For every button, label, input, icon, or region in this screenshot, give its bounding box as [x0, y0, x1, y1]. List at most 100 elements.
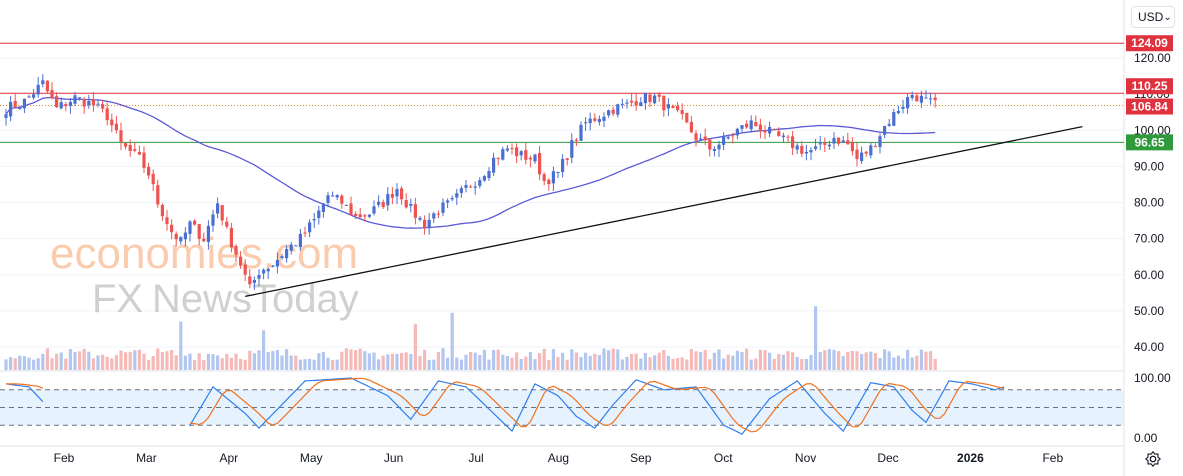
- candle-body: [740, 125, 744, 129]
- candle-body: [432, 213, 436, 219]
- volume-bar: [137, 349, 141, 370]
- volume-bar: [699, 352, 703, 370]
- candle-body: [193, 220, 197, 225]
- volume-bar: [878, 357, 882, 370]
- volume-bar: [607, 350, 611, 370]
- volume-bar: [266, 352, 270, 370]
- candle-body: [878, 136, 882, 148]
- stochastic-tick-label: 0.00: [1134, 431, 1158, 445]
- volume-bar: [381, 355, 385, 370]
- volume-bar: [588, 355, 592, 370]
- volume-bar: [142, 353, 146, 370]
- candle-body: [676, 105, 680, 111]
- volume-bar: [648, 357, 652, 370]
- volume-bar: [887, 351, 891, 370]
- volume-bar: [915, 355, 919, 370]
- volume-bar: [390, 353, 394, 370]
- candle-body: [864, 151, 868, 154]
- candle-body: [400, 188, 404, 200]
- time-axis[interactable]: Feb Mar Apr May Jun Jul Aug Sep Oct Nov Dec 2026 Feb: [54, 451, 1064, 465]
- candle-body: [96, 103, 100, 105]
- candle-body: [524, 150, 528, 160]
- volume-bar: [188, 353, 192, 370]
- candle-body: [933, 97, 937, 101]
- candle-body: [441, 202, 445, 213]
- candle-body: [243, 264, 247, 275]
- volume-bar: [510, 357, 514, 370]
- candle-body: [114, 123, 118, 131]
- volume-bar: [280, 355, 284, 370]
- candle-body: [588, 118, 592, 124]
- candle-body: [73, 95, 77, 104]
- ascending-trendline[interactable]: [245, 126, 1083, 298]
- candle-body: [349, 203, 353, 216]
- candle-body: [616, 104, 620, 115]
- candle-body: [611, 109, 615, 114]
- candle-body: [722, 136, 726, 145]
- moving-average: [5, 96, 936, 229]
- volume-bar: [846, 351, 850, 370]
- volume-bar: [257, 350, 261, 370]
- candle-body: [248, 276, 252, 285]
- stochastic-k-line: [189, 377, 1005, 435]
- last-price-label: 106.84: [1131, 100, 1168, 114]
- volume-bar: [501, 354, 505, 370]
- candle-body: [331, 195, 335, 197]
- currency-selector[interactable]: USD ⌄: [1131, 6, 1175, 28]
- candle-body: [814, 146, 818, 150]
- price-tick-label: 70.00: [1134, 232, 1164, 246]
- candle-body: [354, 213, 358, 216]
- price-tick-label: 60.00: [1134, 268, 1164, 282]
- volume-bar: [809, 354, 813, 370]
- price-axis[interactable]: 120.00110.00100.0090.0080.0070.0060.0050…: [1134, 51, 1171, 445]
- volume-bar: [496, 349, 500, 370]
- candle-body: [340, 195, 344, 204]
- level-labels: 124.09 110.25 106.84 96.65: [1126, 35, 1173, 151]
- stochastic-d-line: [189, 377, 1005, 433]
- volume-bar: [694, 351, 698, 370]
- volume-bar: [317, 353, 321, 370]
- candle-body: [41, 80, 45, 85]
- price-tick-label: 120.00: [1134, 51, 1171, 65]
- candle-body: [579, 124, 583, 141]
- volume-bar: [27, 357, 31, 370]
- candle-body: [671, 105, 675, 109]
- volume-bar: [542, 348, 546, 370]
- volume-bar: [87, 351, 91, 370]
- volume-bar: [933, 358, 937, 370]
- candle-body: [22, 98, 26, 109]
- volume-bar: [446, 357, 450, 370]
- candle-body: [501, 149, 505, 160]
- candle-body: [469, 186, 473, 188]
- volume-bar: [666, 355, 670, 370]
- candle-body: [308, 222, 312, 233]
- candle-body: [165, 217, 169, 225]
- volume-bar: [643, 353, 647, 370]
- volume-bar: [777, 354, 781, 370]
- candle-body: [726, 136, 730, 139]
- gear-icon[interactable]: [1144, 450, 1162, 468]
- candle-body: [271, 265, 275, 267]
- volume-bar: [768, 352, 772, 370]
- volume-bar: [837, 351, 841, 370]
- volume-bar: [404, 352, 408, 370]
- candle-body: [294, 245, 298, 247]
- volume-bar: [924, 351, 928, 370]
- volume-bar: [703, 350, 707, 370]
- candle-body: [551, 171, 555, 184]
- candle-body: [919, 95, 923, 103]
- volume-bar: [850, 351, 854, 370]
- candle-body: [786, 136, 790, 138]
- candle-body: [846, 140, 850, 145]
- volume-bar: [91, 358, 95, 370]
- volume-bar: [386, 354, 390, 370]
- candle-body: [78, 97, 82, 99]
- candle-body: [423, 219, 427, 229]
- volume-bar: [722, 358, 726, 370]
- candle-body: [873, 146, 877, 148]
- candle-body: [630, 100, 634, 103]
- trendline-layer[interactable]: [245, 126, 1083, 298]
- candle-body: [9, 101, 13, 117]
- candle-body: [634, 101, 638, 106]
